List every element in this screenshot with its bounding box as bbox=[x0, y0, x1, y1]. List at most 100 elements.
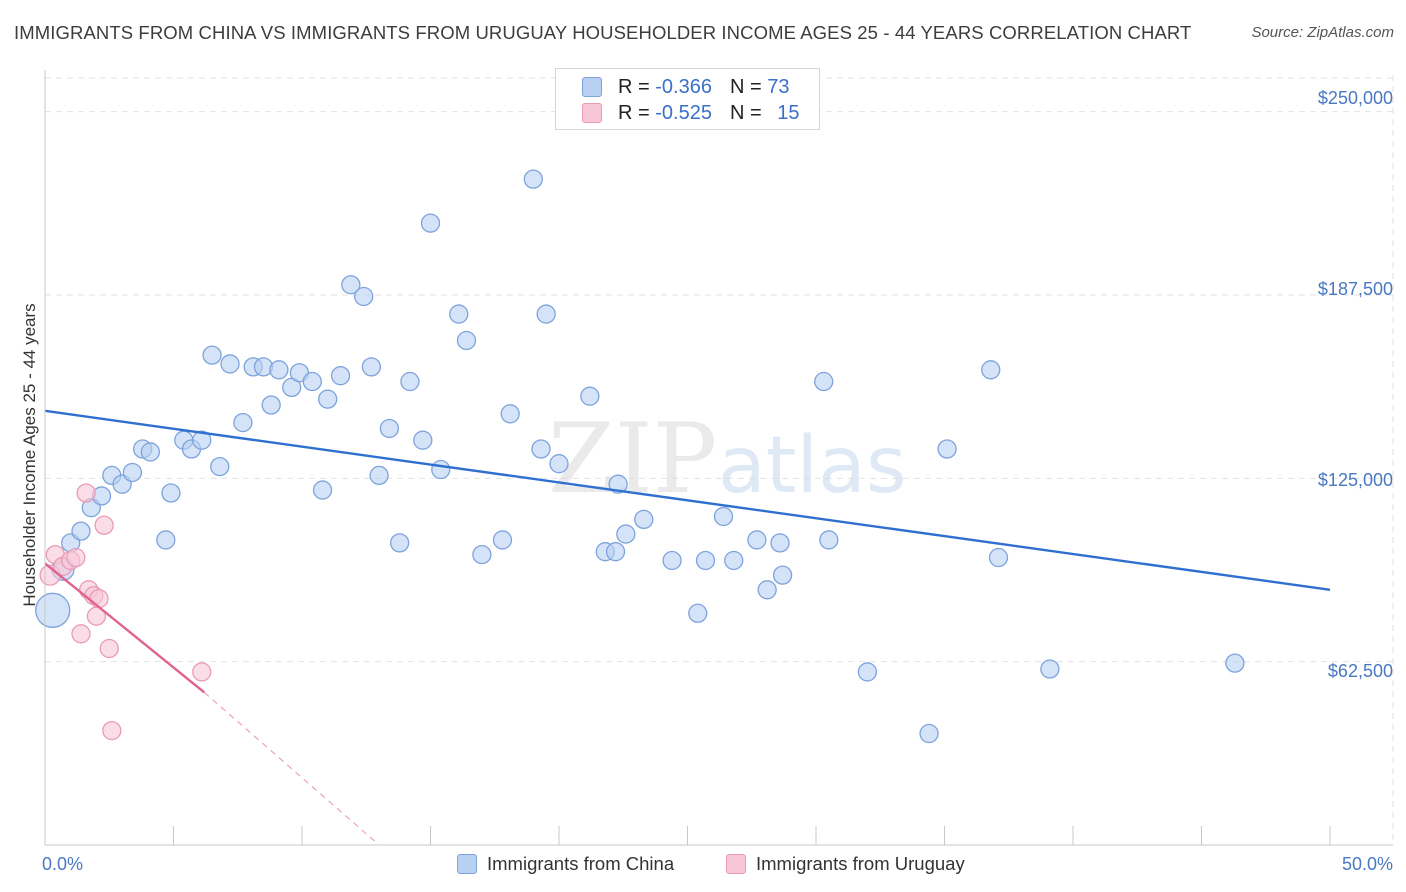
point-china bbox=[390, 533, 410, 553]
point-china bbox=[122, 462, 143, 483]
point-china bbox=[1225, 653, 1245, 673]
point-china bbox=[713, 506, 734, 527]
point-china bbox=[662, 550, 682, 571]
legend-r-value-uruguay: -0.525 bbox=[655, 101, 712, 124]
point-china bbox=[330, 366, 351, 386]
legend-r-label: R = bbox=[618, 101, 650, 124]
point-china bbox=[220, 354, 240, 374]
point-china bbox=[688, 603, 708, 623]
point-china bbox=[71, 521, 91, 541]
point-china bbox=[379, 418, 400, 439]
point-china bbox=[456, 330, 477, 351]
point-china bbox=[937, 439, 957, 459]
point-china bbox=[695, 550, 716, 571]
legend-n-value-uruguay: 15 bbox=[777, 101, 800, 124]
point-china bbox=[981, 360, 1001, 380]
trendline-extension-uruguay bbox=[203, 692, 380, 846]
point-china bbox=[233, 412, 253, 433]
point-china bbox=[354, 286, 374, 307]
legend-r-value-china: -0.366 bbox=[655, 75, 712, 98]
point-uruguay bbox=[94, 515, 114, 535]
point-china bbox=[341, 275, 361, 295]
point-china bbox=[536, 304, 556, 324]
point-china bbox=[192, 430, 212, 450]
bottom-legend-uruguay: Immigrants from Uruguay bbox=[726, 850, 965, 878]
grid-layer bbox=[45, 75, 1394, 845]
point-china bbox=[361, 357, 382, 377]
point-china bbox=[605, 542, 626, 562]
point-uruguay bbox=[89, 588, 109, 609]
trendline-china bbox=[44, 409, 1331, 591]
point-china bbox=[857, 662, 878, 682]
point-china bbox=[988, 547, 1009, 568]
y-tick-label-187500: $187,500 bbox=[1318, 279, 1393, 299]
y-tick-label-62500: $62,500 bbox=[1328, 661, 1393, 681]
point-uruguay bbox=[71, 624, 91, 644]
point-china bbox=[616, 524, 636, 544]
point-china bbox=[531, 439, 551, 459]
point-china bbox=[449, 304, 469, 324]
legend-row-uruguay: R = -0.525 N = 15 bbox=[582, 100, 799, 126]
point-china bbox=[814, 371, 834, 392]
x-tick-label-min: 0.0% bbox=[42, 854, 83, 874]
watermark-atlas: atlas bbox=[718, 421, 907, 511]
point-china bbox=[772, 565, 793, 585]
point-uruguay bbox=[192, 662, 212, 682]
point-china bbox=[431, 459, 451, 480]
point-china bbox=[269, 360, 289, 380]
point-china bbox=[549, 454, 569, 474]
point-uruguay bbox=[76, 483, 96, 503]
axis-layer: 0.0% 50.0% $250,000 $187,500 $125,000 $6… bbox=[42, 70, 1393, 874]
point-china bbox=[747, 530, 767, 550]
point-china bbox=[919, 723, 939, 744]
point-uruguay bbox=[99, 638, 119, 659]
point-uruguay bbox=[102, 720, 122, 741]
legend-n-label: N = bbox=[729, 75, 762, 98]
point-china bbox=[492, 530, 513, 550]
point-china bbox=[757, 580, 777, 600]
point-china bbox=[318, 389, 338, 409]
bottom-legend-label-china: Immigrants from China bbox=[487, 853, 675, 874]
point-china bbox=[156, 530, 176, 550]
point-china bbox=[523, 169, 543, 189]
point-china bbox=[608, 474, 628, 494]
correlation-legend: R = -0.366 N = 73 R = -0.525 N = 15 bbox=[555, 68, 820, 130]
point-china bbox=[302, 371, 322, 392]
legend-row-china: R = -0.366 N = 73 bbox=[582, 74, 789, 100]
point-china bbox=[1040, 659, 1060, 679]
point-china bbox=[161, 483, 181, 503]
legend-swatch-china bbox=[582, 77, 602, 97]
point-china bbox=[634, 509, 654, 530]
point-china bbox=[500, 404, 520, 424]
point-china bbox=[400, 371, 420, 392]
point-china bbox=[724, 550, 744, 571]
y-tick-label-250000: $250,000 bbox=[1318, 88, 1393, 108]
trend-layer bbox=[44, 409, 1331, 846]
point-china bbox=[420, 213, 441, 233]
point-china bbox=[202, 345, 222, 365]
bottom-legend-china: Immigrants from China bbox=[457, 850, 674, 878]
point-china bbox=[580, 386, 600, 406]
point-china bbox=[413, 430, 433, 450]
chart-title: IMMIGRANTS FROM CHINA VS IMMIGRANTS FROM… bbox=[14, 22, 1192, 43]
legend-n-value-china: 73 bbox=[767, 75, 790, 98]
point-uruguay bbox=[66, 547, 86, 568]
legend-n-label: N = bbox=[729, 101, 762, 124]
point-china bbox=[472, 544, 492, 565]
x-tick-label-max: 50.0% bbox=[1342, 854, 1393, 874]
legend-r-label: R = bbox=[618, 75, 650, 98]
point-china bbox=[819, 530, 839, 550]
point-china bbox=[770, 533, 790, 553]
source-note: Source: ZipAtlas.com bbox=[1251, 24, 1394, 41]
legend-swatch-uruguay bbox=[582, 103, 602, 123]
bottom-legend-label-uruguay: Immigrants from Uruguay bbox=[756, 853, 965, 874]
point-china bbox=[140, 442, 161, 462]
bottom-legend-swatch-china bbox=[457, 854, 477, 874]
trendline-uruguay bbox=[44, 562, 206, 694]
bottom-legend-swatch-uruguay bbox=[726, 854, 746, 874]
watermark-zip: ZIP bbox=[548, 403, 717, 515]
point-china bbox=[210, 456, 230, 477]
point-china bbox=[35, 592, 71, 628]
point-china bbox=[261, 395, 281, 415]
